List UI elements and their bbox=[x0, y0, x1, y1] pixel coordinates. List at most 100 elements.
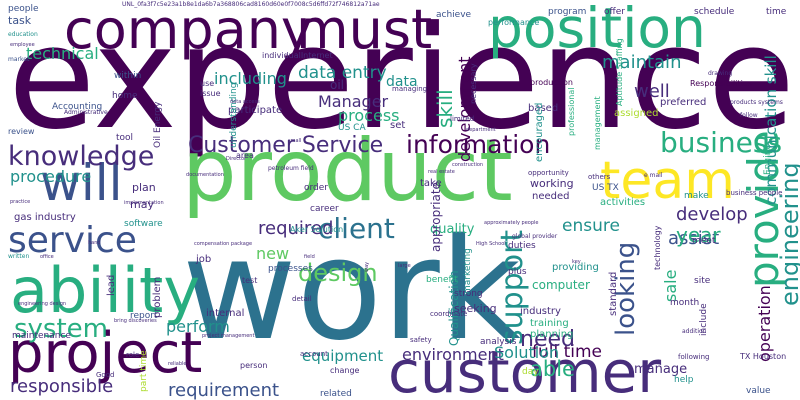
word-department: department bbox=[466, 127, 496, 133]
word-test: test bbox=[242, 276, 257, 285]
word-time: time bbox=[766, 7, 787, 17]
word-office: office bbox=[40, 254, 54, 260]
word-training: training bbox=[530, 318, 569, 329]
word-processes: processes bbox=[268, 264, 313, 274]
word-standard: standard bbox=[608, 272, 619, 316]
word-real-estate: real estate bbox=[428, 169, 455, 175]
word-bring-discoveries: bring discoveries bbox=[114, 318, 157, 324]
word-within: within bbox=[114, 71, 141, 81]
word-maintenance: maintenance bbox=[12, 331, 71, 341]
word-value: value bbox=[746, 386, 771, 396]
word-field: field bbox=[304, 254, 315, 260]
word-include: include bbox=[699, 303, 709, 336]
word-performance: performance bbox=[488, 18, 539, 27]
word-encouraged: encouraged bbox=[534, 102, 545, 162]
word-documentation: documentation bbox=[186, 172, 224, 178]
word-equipment: equipment bbox=[302, 347, 383, 365]
word-review: review bbox=[8, 127, 35, 136]
word-follow: follow bbox=[740, 112, 758, 119]
word-gas-industry: gas industry bbox=[14, 212, 76, 223]
word-responsibilities: Responsibilities bbox=[690, 79, 752, 88]
word-products-systems: products systems bbox=[730, 99, 783, 106]
word-quality: quality bbox=[430, 222, 475, 237]
word-experience: experience bbox=[8, 0, 795, 161]
word-development: development bbox=[455, 56, 474, 162]
word-program: program bbox=[548, 7, 586, 17]
word-design: design bbox=[298, 259, 378, 287]
word-report: report bbox=[130, 311, 158, 321]
word-necessary: necessary bbox=[469, 63, 478, 104]
word-providing: providing bbox=[552, 262, 599, 273]
word-seeking: seeking bbox=[454, 302, 497, 315]
word-market: market bbox=[8, 56, 30, 63]
word-written: written bbox=[8, 253, 29, 260]
word-ensure: ensure bbox=[562, 216, 620, 236]
word-internal: internal bbox=[206, 308, 244, 319]
word-develop: develop bbox=[676, 204, 748, 225]
word-achieve: achieve bbox=[436, 10, 472, 20]
word-new: new bbox=[256, 244, 289, 263]
word-production: production bbox=[530, 78, 573, 87]
word-manage: manage bbox=[634, 362, 687, 377]
word-take: take bbox=[420, 178, 442, 189]
word-data-entry: data entry bbox=[298, 63, 387, 83]
word-manager: Manager bbox=[318, 92, 389, 111]
word-individual-internet: individualInternet bbox=[262, 51, 333, 60]
word-safety: safety bbox=[410, 336, 432, 344]
word-make: make bbox=[684, 191, 709, 201]
word-required: required bbox=[258, 218, 333, 239]
word-looking: looking bbox=[611, 242, 641, 336]
word-following: following bbox=[678, 353, 709, 361]
word-well: well bbox=[634, 81, 670, 102]
word-detail: detail bbox=[292, 295, 312, 303]
word-data: data bbox=[386, 74, 418, 90]
word-people: people bbox=[8, 4, 39, 14]
word-issue: issue bbox=[200, 89, 221, 98]
word-will: will bbox=[40, 154, 123, 212]
word-marketing: marketing bbox=[463, 248, 473, 294]
word-area: area bbox=[236, 151, 254, 160]
word-company: company bbox=[64, 0, 313, 61]
word-global-provider: global provider bbox=[512, 233, 558, 240]
word-ability: ability bbox=[10, 254, 200, 327]
word-able: able bbox=[530, 357, 575, 381]
word-use: use bbox=[200, 79, 214, 88]
word-business-people: business people bbox=[726, 189, 782, 197]
word-offer: offer bbox=[604, 7, 625, 17]
word-engineer: Engineer bbox=[763, 135, 773, 175]
word-provide: provide bbox=[739, 130, 788, 288]
word-benefit: benefit bbox=[426, 275, 458, 285]
word-addition: addition bbox=[682, 328, 707, 335]
word-plan: plan bbox=[132, 181, 156, 194]
word-skill: skill bbox=[433, 89, 457, 128]
word-plus: plus bbox=[508, 267, 527, 277]
word-petroleum-field: petroleum field bbox=[268, 165, 314, 172]
word-industry: industry bbox=[520, 306, 561, 317]
word-set: set bbox=[390, 120, 405, 131]
word-us-ca: US CA bbox=[338, 123, 366, 133]
word-qualification: Qualification bbox=[447, 270, 461, 346]
word-engineering-design: engineering design bbox=[18, 301, 66, 307]
word-preferred: preferred bbox=[660, 97, 706, 108]
word-employee: employee bbox=[10, 42, 35, 48]
word-large: large bbox=[398, 263, 411, 269]
word-system: system bbox=[14, 314, 108, 344]
word-assigned: assigned bbox=[614, 108, 659, 119]
word-way: way bbox=[364, 262, 370, 272]
word-strong: strong bbox=[454, 289, 483, 299]
word-appropriate: appropriate bbox=[429, 182, 443, 252]
word-managing: managing bbox=[392, 85, 427, 93]
word-meet: meet bbox=[692, 236, 716, 246]
word-email: e mail bbox=[644, 172, 663, 179]
word-business: business bbox=[660, 126, 782, 159]
word-maintain: maintain bbox=[602, 52, 681, 73]
word-team: team bbox=[600, 151, 735, 211]
word-compensation-package: compensation package bbox=[194, 241, 252, 247]
word-information: information bbox=[406, 130, 550, 159]
word-lead: lead bbox=[106, 275, 117, 296]
word-software: software bbox=[124, 219, 163, 229]
word-process: process bbox=[338, 106, 399, 125]
word-practice: practice bbox=[10, 199, 30, 205]
word-director: Director bbox=[226, 156, 247, 162]
